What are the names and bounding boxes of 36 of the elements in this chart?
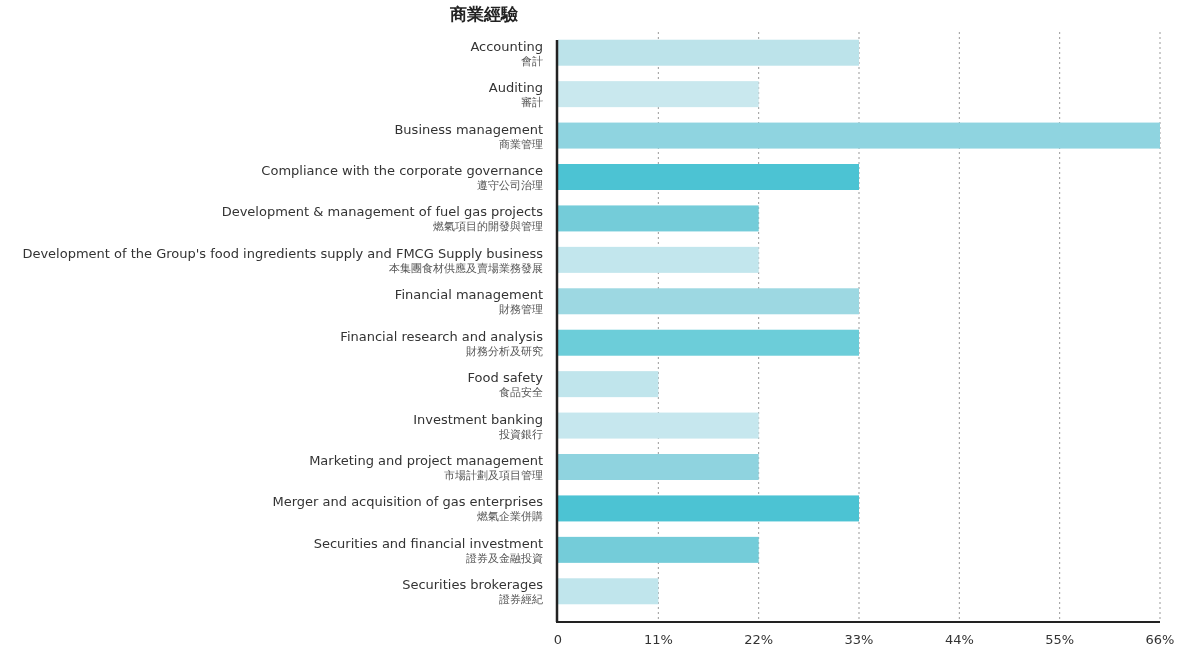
- bar: [558, 246, 759, 273]
- bar: [558, 122, 1160, 149]
- y-tick-label: Investment banking 投資銀行: [413, 411, 543, 441]
- y-tick-label: Development of the Group's food ingredients supply and FMCG Supply business 本集團食材供應及賣場業務發展: [22, 245, 544, 275]
- y-tick-label: Merger and acquisition of gas enterprises 燃氣企業併購: [272, 494, 544, 524]
- bar: [558, 412, 759, 439]
- y-tick-label: Development & management of fuel gas projects 燃氣項目的開發與管理: [221, 204, 544, 234]
- bar: [558, 495, 859, 522]
- bar: [558, 454, 759, 480]
- y-tick-label: Accounting 會計: [470, 38, 543, 68]
- y-tick-label: Auditing 審計: [488, 80, 543, 110]
- y-tick-label: Food safety 食品安全: [467, 370, 544, 400]
- x-tick-label: 66%: [1145, 632, 1175, 646]
- bar: [558, 536, 759, 563]
- chart-title: 商業經驗: [449, 4, 519, 24]
- x-tick-label: 0: [553, 632, 563, 646]
- bar: [558, 39, 859, 66]
- x-tick-label: 11%: [643, 632, 673, 646]
- bar: [558, 205, 759, 232]
- y-tick-label: Business management 商業管理: [394, 121, 543, 151]
- y-tick-label: Marketing and project management 市場計劃及項目管理: [309, 453, 543, 482]
- x-tick-label: 22%: [744, 632, 774, 646]
- x-tick-label: 55%: [1045, 632, 1075, 646]
- bar: [558, 81, 759, 108]
- y-tick-label: Financial management 財務管理: [394, 287, 543, 317]
- bar: [558, 164, 859, 190]
- bar: [558, 329, 859, 356]
- bar: [558, 371, 659, 398]
- y-tick-label: Securities and financial investment 證券及金融投資: [313, 535, 543, 565]
- x-tick-label: 44%: [944, 632, 974, 646]
- x-tick-label: 33%: [844, 632, 874, 646]
- y-tick-label: Financial research and analysis 財務分析及研究: [340, 328, 544, 358]
- bar: [558, 578, 659, 605]
- bar: [558, 288, 859, 315]
- y-tick-label: Compliance with the corporate governance 遵守公司治理: [261, 163, 543, 192]
- y-tick-label: Securities brokerages 證券經紀: [402, 577, 544, 607]
